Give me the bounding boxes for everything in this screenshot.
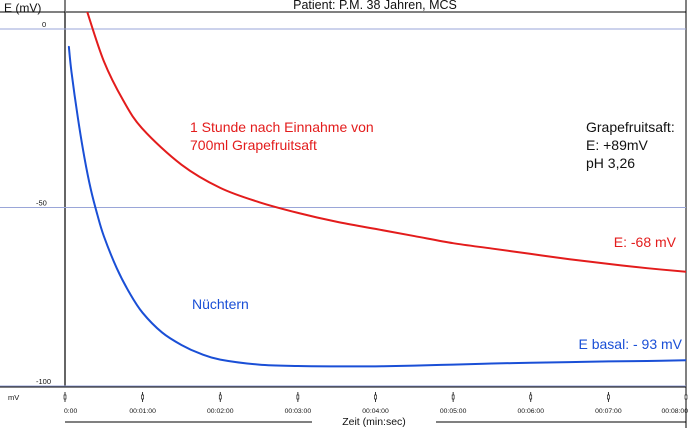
x-tick-marker-2 [218,394,222,400]
x-tick-label-4: 00:04:00 [362,408,389,415]
annotation-e-red: E: -68 mV [614,234,677,250]
y-ticks: 0 -50 -100 [36,20,51,386]
x-ticks: 0:00 00:01:00 00:02:00 00:03:00 00:04:00 00:0… [63,392,689,415]
x-tick-marker-1 [141,394,144,400]
annotation-e-basal: E basal: - 93 mV [579,336,683,352]
x-axis-label: Zeit (min:sec) [342,416,406,428]
annotation-grapefruit-title: Grapefruitsaft: [586,119,675,135]
series-group [67,12,686,368]
x-tick-label-3: 00:03:00 [285,408,312,415]
x-tick-label-6: 00:06:00 [518,408,545,415]
annotation-red-line1: 1 Stunde nach Einnahme von [190,119,374,135]
y-axis-label: E (mV) [4,1,41,15]
annotation-nuechtern: Nüchtern [192,296,249,312]
grid [0,28,686,387]
x-tick-marker-7 [607,394,610,400]
x-tick-marker-8 [684,394,688,400]
annotation-grapefruit-ph: pH 3,26 [586,155,635,171]
x-tick-marker-5 [451,394,455,400]
x-tick-label-0: 0:00 [64,408,77,415]
y-tick-label-0: 0 [42,20,46,29]
series-line-1 [67,45,686,368]
x-tick-marker-3 [296,394,300,400]
x-tick-marker-4 [374,394,377,400]
x-tick-label-1: 00:01:00 [129,408,156,415]
x-tick-label-5: 00:05:00 [440,408,467,415]
x-tick-label-7: 00:07:00 [595,408,622,415]
y-tick-label-2: -100 [36,377,51,386]
y-unit-label: mV [8,393,19,402]
x-tick-label-8: 00:08:00 [662,408,689,415]
series-line-0 [86,12,686,273]
x-tick-label-2: 00:02:00 [207,408,234,415]
annotation-red-line2: 700ml Grapefruitsaft [190,137,317,153]
y-tick-label-1: -50 [36,199,47,208]
x-tick-marker-0 [63,394,67,400]
annotation-grapefruit-e: E: +89mV [586,137,649,153]
x-tick-marker-6 [529,394,533,400]
chart-title: Patient: P.M. 38 Jahren, MCS [293,0,457,12]
